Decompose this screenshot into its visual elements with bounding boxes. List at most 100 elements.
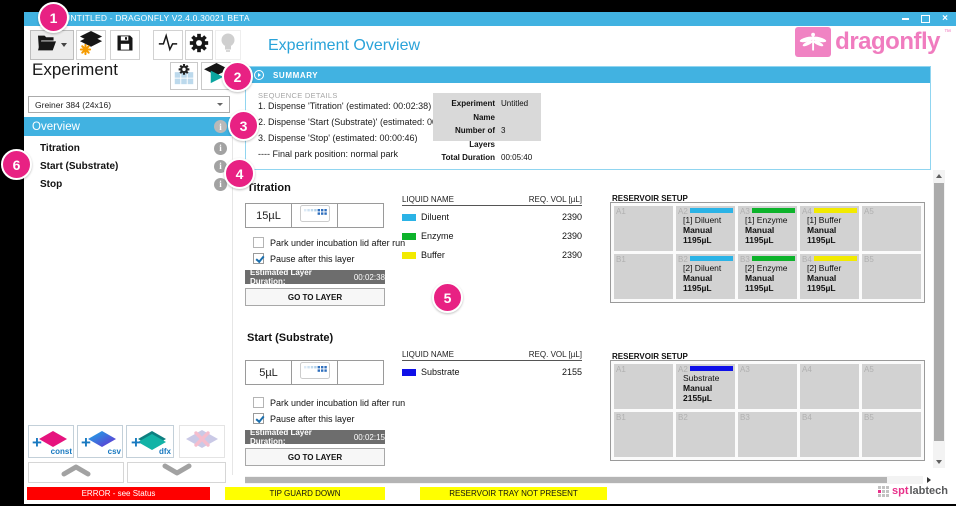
info-icon[interactable]: i [214, 177, 227, 191]
plate-type-select[interactable]: Greiner 384 (24x16) [28, 96, 230, 113]
estimated-duration-value: 00:02:15 [353, 432, 385, 442]
info-icon[interactable]: i [214, 120, 227, 133]
dispense-volume-group: 5µL [245, 360, 384, 385]
open-experiment-button[interactable] [30, 30, 74, 60]
reservoir-well: B5 [862, 254, 921, 299]
status-error[interactable]: ERROR - see Status [27, 487, 210, 500]
sidebar-item-label: Stop [40, 178, 63, 190]
liquid-row: Buffer 2390 [402, 250, 582, 260]
sptlabtech-icon [877, 485, 889, 497]
trademark-symbol: ™ [944, 29, 951, 36]
reservoir-well: A5 [862, 206, 921, 251]
add-constant-layer-button[interactable]: + const [28, 425, 74, 458]
table-rule [402, 205, 582, 206]
add-csv-layer-icon: + csv [81, 430, 121, 456]
info-icon[interactable]: i [214, 159, 227, 173]
status-reservoir-tray[interactable]: RESERVOIR TRAY NOT PRESENT [420, 487, 607, 500]
sequence-step: 1. Dispense 'Titration' (estimated: 00:0… [258, 101, 432, 111]
reservoir-well: B5 [862, 412, 921, 457]
sidebar-item-stop[interactable]: Stop i [24, 176, 232, 192]
dispense-volume-group: 15µL [245, 203, 384, 228]
reservoir-well: B2 [2] Diluent Manual 1195µL [676, 254, 735, 299]
scroll-right-icon[interactable] [927, 477, 931, 483]
sequence-step: 2. Dispense 'Start (Substrate)' (estimat… [258, 117, 466, 127]
plate-map-icon [299, 204, 330, 227]
move-layer-down-button[interactable] [127, 462, 226, 483]
save-icon [115, 33, 135, 58]
vertical-scroll-thumb[interactable] [934, 183, 944, 441]
reservoir-setup-label: RESERVOIR SETUP [612, 194, 688, 203]
sidebar-item-start-substrate[interactable]: Start (Substrate) i [24, 158, 232, 174]
plate-preview-button[interactable] [292, 204, 338, 227]
pause-checkbox[interactable] [253, 413, 264, 424]
horizontal-scroll-thumb[interactable] [245, 477, 887, 483]
gear-icon [188, 32, 210, 59]
park-checkbox-label: Park under incubation lid after run [270, 237, 406, 248]
summary-title: SUMMARY [273, 70, 319, 80]
go-to-layer-button[interactable]: GO TO LAYER [245, 448, 385, 466]
scroll-down-icon[interactable] [936, 460, 942, 464]
add-constant-layer-icon: + const [32, 430, 72, 456]
volume-field[interactable]: 5µL [246, 361, 292, 384]
summary-header[interactable]: SUMMARY [246, 67, 930, 83]
horizontal-scrollbar[interactable] [245, 476, 931, 484]
volume-extra-cell[interactable] [338, 204, 383, 227]
vertical-scrollbar[interactable] [933, 170, 945, 468]
liquid-color-swatch [402, 232, 416, 240]
add-dfx-layer-icon: + dfx [131, 430, 171, 456]
page-title: Experiment Overview [268, 37, 421, 54]
reservoir-well: A1 [614, 364, 673, 409]
estimated-duration-bar: Estimated Layer Duration: 00:02:38 [245, 268, 385, 286]
pause-checkbox[interactable] [253, 253, 264, 264]
reservoir-grid: A1 A2 Substrate Manual 2155µL A3 A4 A5 B1 B… [610, 360, 925, 461]
lightbulb-icon [219, 32, 237, 59]
sidebar-divider [232, 115, 233, 475]
chevron-up-icon [56, 463, 96, 482]
liquid-row: Diluent 2390 [402, 212, 582, 222]
chevron-down-icon [157, 463, 197, 482]
add-dfx-layer-button[interactable]: + dfx [126, 425, 174, 458]
pause-option-row: Pause after this layer [253, 253, 355, 264]
plate-preview-button[interactable] [292, 361, 338, 384]
add-csv-layer-button[interactable]: + csv [77, 425, 123, 458]
go-to-layer-button[interactable]: GO TO LAYER [245, 288, 385, 306]
reservoir-well: A1 [614, 206, 673, 251]
sequence-step: 3. Dispense 'Stop' (estimated: 00:00:46) [258, 133, 418, 143]
save-button[interactable] [110, 30, 140, 60]
table-rule [402, 360, 582, 361]
collapse-icon[interactable] [254, 70, 264, 80]
park-checkbox[interactable] [253, 397, 264, 408]
layer-section-titration: Titration 15µL [244, 182, 930, 328]
annotation-badge-5: 5 [432, 282, 463, 313]
reservoir-well: B4 [2] Buffer Manual 1195µL [800, 254, 859, 299]
pause-option-row: Pause after this layer [253, 413, 355, 424]
diagnostics-button[interactable] [153, 30, 183, 60]
liquid-row: Substrate 2155 [402, 367, 582, 377]
new-experiment-button[interactable] [76, 30, 106, 60]
plate-settings-button[interactable] [170, 62, 198, 90]
info-icon[interactable]: i [214, 141, 227, 155]
park-checkbox[interactable] [253, 237, 264, 248]
layer-section-start-substrate: Start (Substrate) 5µL [244, 330, 930, 474]
settings-button[interactable] [185, 30, 213, 60]
delete-layer-button-disabled [179, 425, 225, 458]
reservoir-well: A2 [1] Diluent Manual 1195µL [676, 206, 735, 251]
volume-field[interactable]: 15µL [246, 204, 292, 227]
volume-extra-cell[interactable] [338, 361, 383, 384]
maximize-icon[interactable] [921, 15, 931, 23]
sidebar-item-overview[interactable]: Overview i [24, 117, 232, 136]
move-layer-up-button[interactable] [28, 462, 124, 483]
status-tip-guard[interactable]: TIP GUARD DOWN [225, 487, 385, 500]
annotation-badge-1: 1 [38, 2, 69, 33]
info-row: Total Duration 00:05:40 [441, 153, 533, 162]
required-volume-header: REQ. VOL [µL] [528, 195, 582, 204]
close-icon[interactable]: × [942, 13, 948, 24]
sidebar-item-label: Overview [32, 120, 80, 133]
chevron-down-icon[interactable] [61, 43, 67, 47]
scroll-up-icon[interactable] [936, 174, 942, 178]
required-volume-header: REQ. VOL [µL] [528, 350, 582, 359]
sidebar-item-titration[interactable]: Titration i [24, 140, 232, 156]
hint-button[interactable] [215, 30, 241, 60]
sidebar-item-label: Start (Substrate) [40, 160, 119, 172]
minimize-icon[interactable] [902, 18, 910, 20]
